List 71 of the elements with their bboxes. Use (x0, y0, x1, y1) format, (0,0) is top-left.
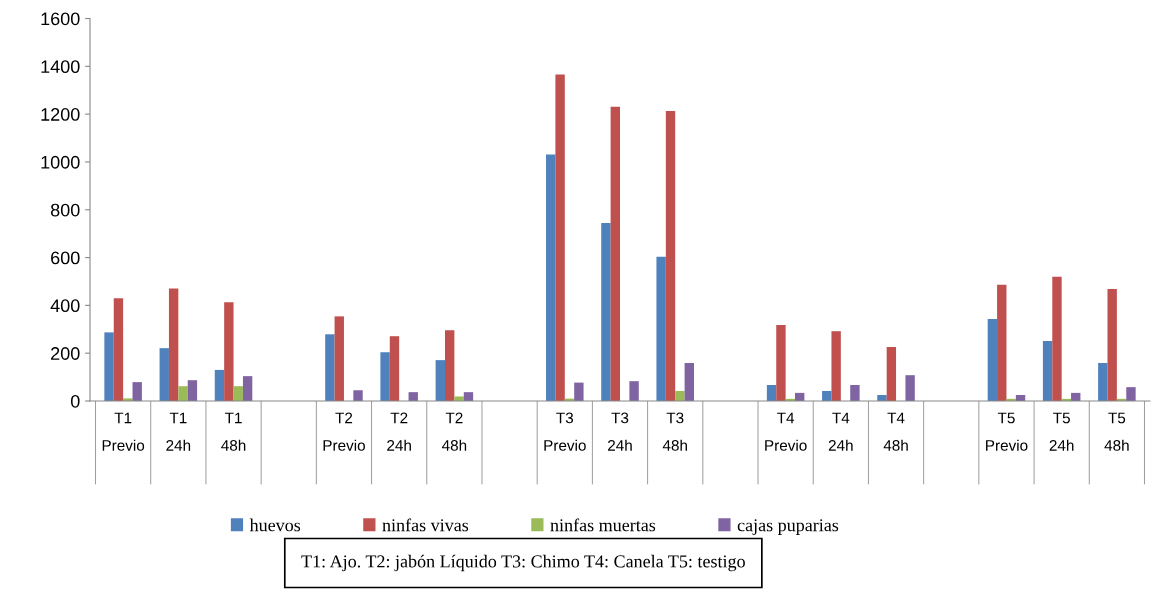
y-tick-label: 0 (70, 394, 80, 408)
x-tick-label: T5 Previo (986, 412, 1028, 451)
x-tick-label: T2 48h (441, 412, 467, 451)
bar (435, 360, 445, 401)
y-tick-label: 600 (51, 251, 80, 265)
y-tick-label: 800 (50, 203, 80, 217)
bar (113, 298, 124, 401)
bar (656, 256, 666, 401)
bar (766, 384, 777, 401)
x-tick-label: T3 24h (608, 412, 632, 451)
bar (684, 362, 694, 401)
y-tick-label: 1200 (41, 108, 80, 121)
bar (574, 382, 584, 401)
text: T1: Ajo. T2: jabón Líquido T3: Chimo T4: Canela T5: testigo (301, 554, 745, 572)
bar (905, 375, 915, 401)
bar (325, 334, 335, 401)
bar (831, 331, 841, 401)
x-tick-label: T4 48h (883, 412, 908, 451)
x-tick-label: T4 24h (828, 412, 853, 451)
bar (665, 111, 676, 401)
x-tick-label: T2 Previo (323, 412, 365, 451)
x-tick-label: T3 48h (662, 412, 687, 451)
x-tick-label: T5 48h (1104, 412, 1129, 451)
bar (178, 386, 188, 401)
bar (353, 390, 363, 401)
bar (444, 330, 455, 401)
bar (187, 380, 198, 401)
legend-label: cajas puparias (737, 519, 839, 535)
y-tick-label: 1000 (41, 155, 80, 169)
bar (168, 288, 179, 401)
bar (675, 390, 685, 401)
bar (454, 396, 464, 401)
bar (776, 324, 786, 401)
y-tick-label: 1400 (41, 60, 80, 74)
x-tick-label: T1 24h (166, 412, 191, 451)
x-tick-label: T4 Previo (765, 412, 807, 451)
x-tick-label: T1 Previo (102, 412, 145, 451)
bar (601, 222, 611, 401)
bar (987, 319, 998, 401)
bar (1098, 362, 1108, 401)
bar (886, 346, 897, 401)
x-tick-label: T5 24h (1049, 412, 1074, 451)
bar (850, 384, 860, 401)
bar (546, 154, 556, 401)
bar (997, 284, 1007, 401)
bar (380, 352, 390, 401)
bar (233, 386, 243, 401)
bar (242, 376, 253, 401)
x-tick-label: T1 48h (221, 412, 246, 451)
y-tick-label: 200 (51, 347, 80, 360)
x-tick-label: T2 24h (387, 412, 411, 451)
bar (1107, 288, 1117, 401)
bar (159, 348, 169, 401)
bar (389, 336, 400, 401)
bar (629, 381, 639, 401)
y-tick-label: 400 (50, 299, 80, 313)
bar (214, 369, 225, 401)
bar (334, 316, 344, 401)
bar (224, 302, 234, 401)
legend-label: huevos (249, 518, 301, 532)
legend-label: ninfas vivas (382, 518, 469, 532)
bar (1042, 341, 1053, 401)
bar (555, 74, 565, 401)
bar (104, 332, 114, 401)
bar (132, 382, 142, 401)
bar (1052, 276, 1062, 401)
legend-label: ninfas muertas (550, 518, 656, 532)
x-tick-label: T3 Previo (544, 412, 586, 451)
y-tick-label: 1600 (41, 12, 80, 26)
bar (1126, 387, 1136, 401)
bar (610, 106, 620, 401)
